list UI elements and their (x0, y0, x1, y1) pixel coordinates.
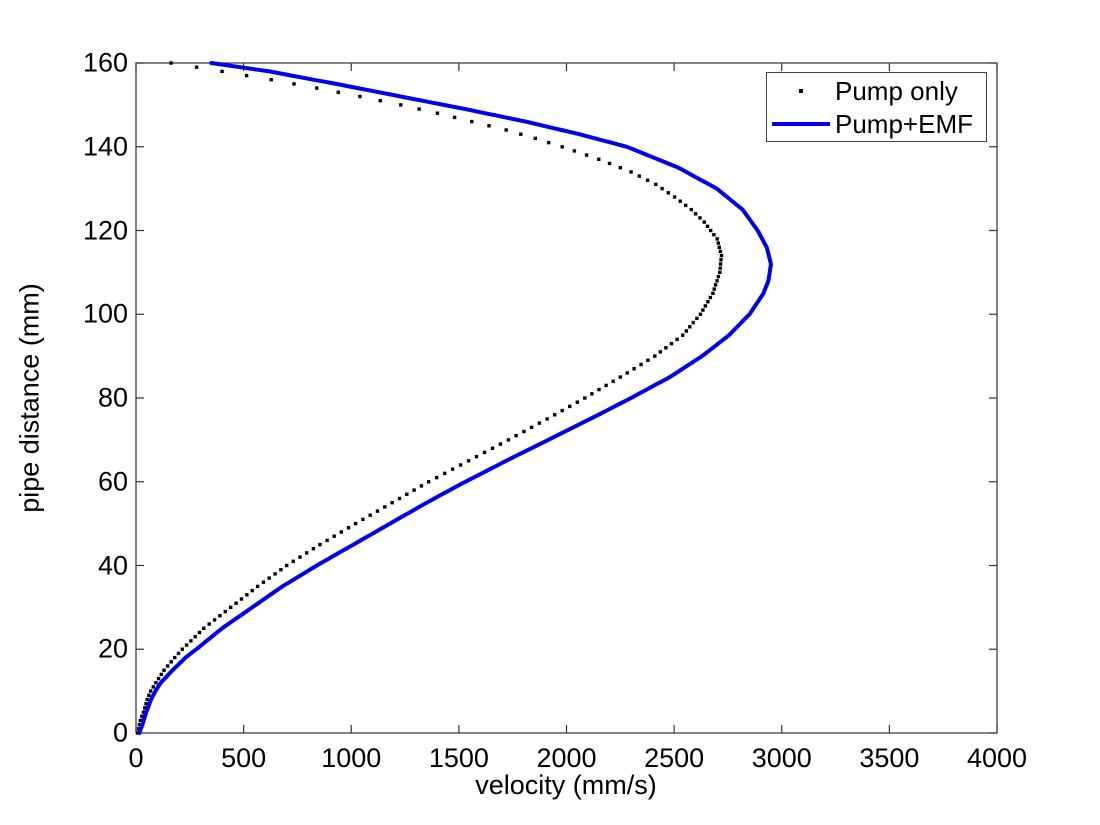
y-tick-label: 0 (112, 717, 128, 748)
y-tick-label: 100 (82, 298, 128, 329)
x-tick-label: 500 (221, 743, 267, 773)
y-tick-label: 160 (82, 47, 128, 78)
legend-label-pump-emf: Pump+EMF (835, 108, 973, 139)
legend-item-pump-only: Pump only (767, 77, 986, 105)
dot-marker-icon (767, 88, 835, 93)
x-tick-label: 3500 (859, 743, 920, 773)
x-tick-label: 0 (128, 743, 144, 773)
x-tick-label: 2000 (536, 743, 597, 773)
y-axis-label: pipe distance (mm) (14, 283, 45, 513)
series-pump-only (136, 61, 724, 735)
y-tick-label: 80 (97, 382, 128, 413)
legend-item-pump-emf: Pump+EMF (767, 110, 986, 138)
x-tick-label: 3000 (751, 743, 812, 773)
x-tick-label: 4000 (966, 743, 1028, 773)
series-pump-emf (137, 61, 773, 735)
y-tick-label: 40 (97, 550, 128, 580)
y-tick-label: 120 (82, 215, 128, 245)
axes-box (135, 62, 998, 734)
x-axis-label: velocity (mm/s) (475, 770, 657, 800)
line-marker-icon (767, 121, 835, 126)
legend-label-pump-only: Pump only (835, 75, 958, 106)
x-tick-label: 2500 (644, 743, 705, 773)
y-tick-label: 140 (82, 131, 128, 162)
y-tick-label: 60 (97, 466, 128, 497)
x-tick-label: 1000 (321, 743, 382, 773)
x-tick-label: 1500 (428, 743, 489, 773)
y-tick-label: 20 (97, 633, 128, 664)
legend: Pump only Pump+EMF (766, 72, 987, 142)
